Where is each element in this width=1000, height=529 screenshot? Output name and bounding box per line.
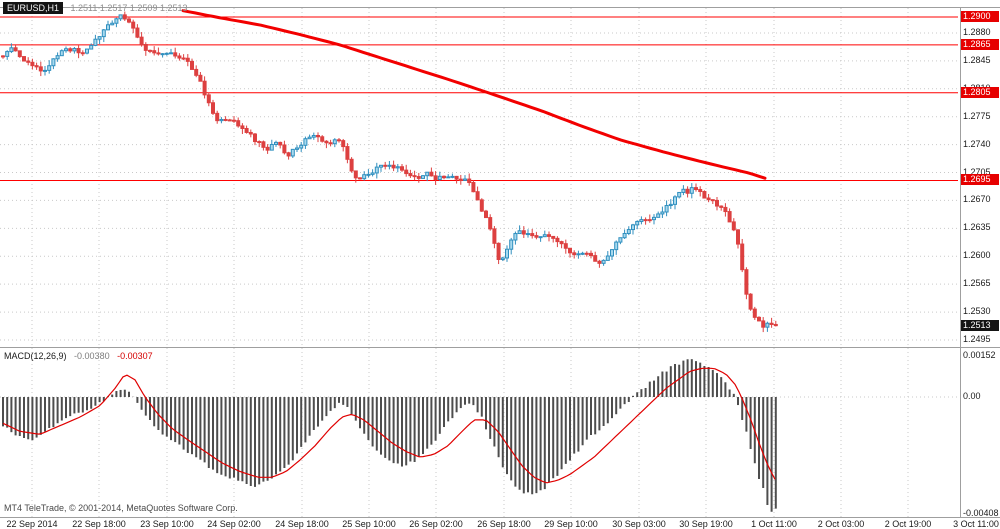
macd-indicator-header: MACD(12,26,9) -0.00380 -0.00307 (4, 351, 153, 361)
macd-signal-value: -0.00307 (117, 351, 153, 361)
gridlines (0, 8, 958, 517)
macd-name: MACD(12,26,9) (4, 351, 67, 361)
symbol-label: EURUSD,H1 (3, 2, 64, 14)
macd-histogram (2, 359, 777, 512)
copyright-text: MT4 TeleTrade, © 2001-2014, MetaQuotes S… (4, 503, 238, 513)
candles (1, 11, 778, 333)
pane-separators (0, 7, 1000, 518)
macd-main-value: -0.00380 (74, 351, 110, 361)
symbol-header: EURUSD,H1 1.2511 1.2517 1.2509 1.2513 (3, 2, 187, 14)
moving-average-line[interactable] (181, 9, 767, 180)
macd-signal-line (2, 367, 776, 484)
ohlc-quote: 1.2511 1.2517 1.2509 1.2513 (70, 3, 188, 13)
resistance-lines[interactable] (0, 16, 958, 181)
